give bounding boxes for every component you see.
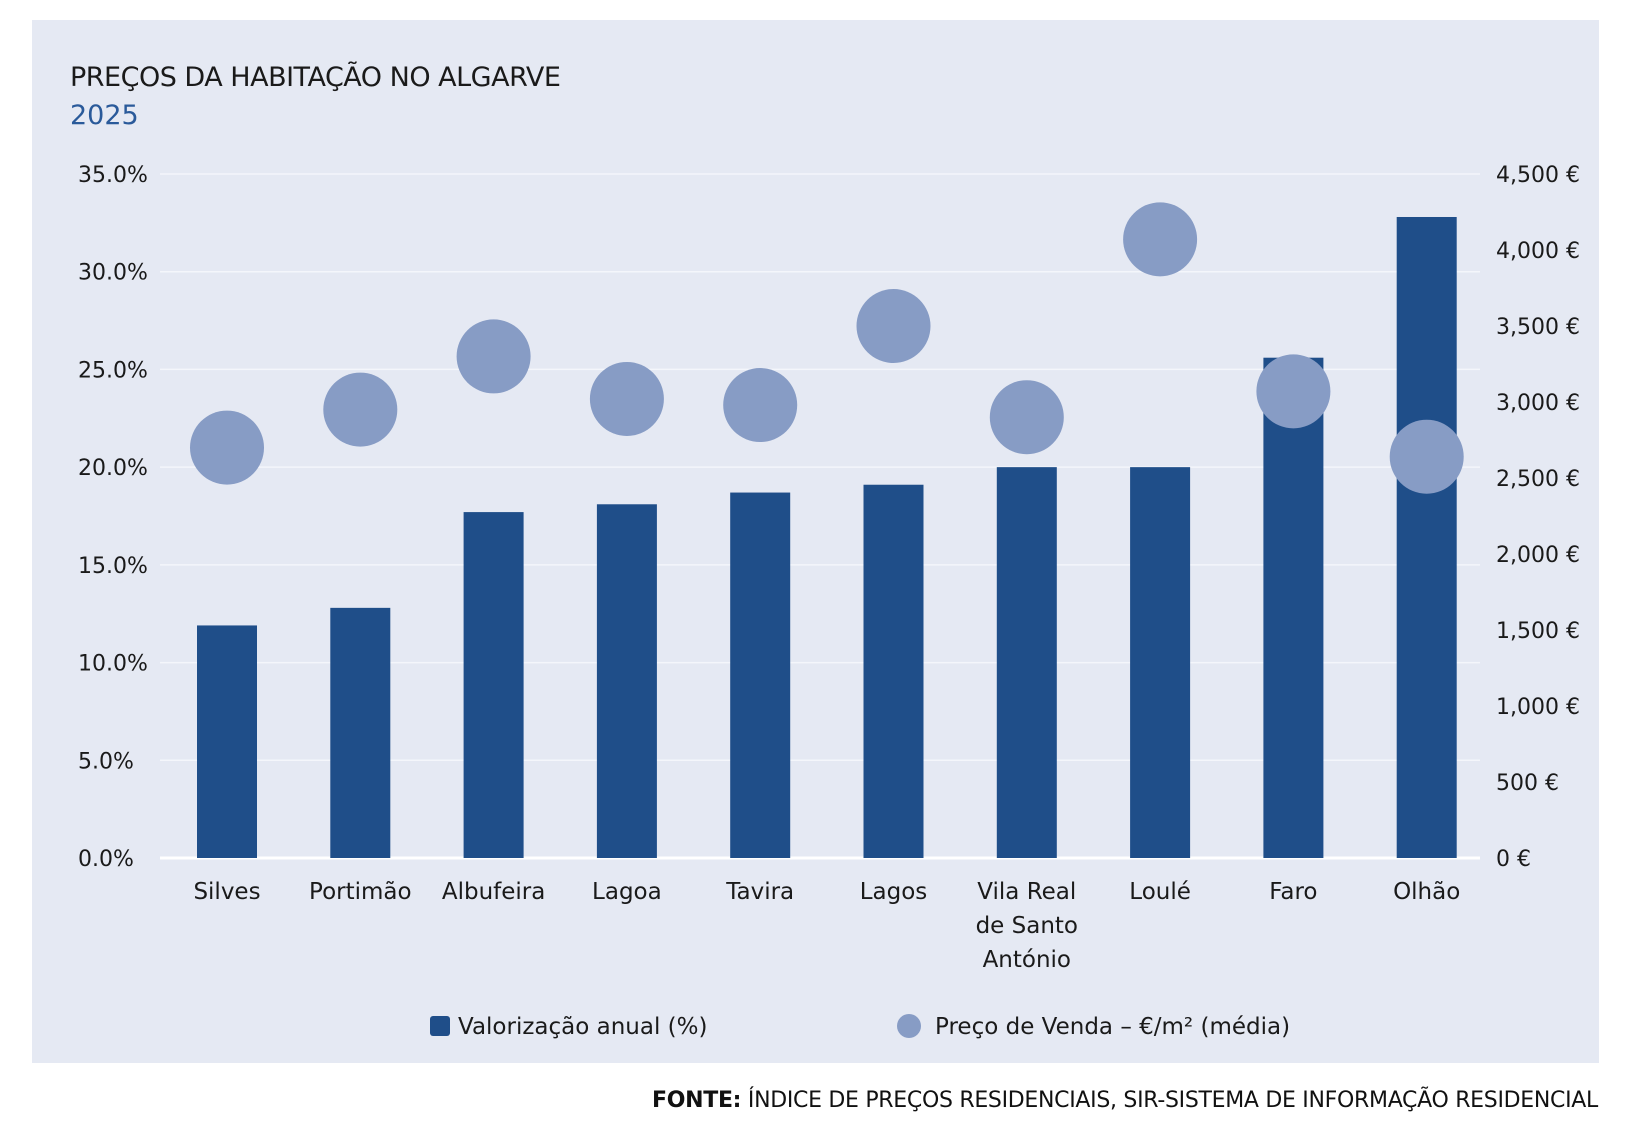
- x-tick-label: Faro: [1269, 879, 1317, 905]
- x-tick-label: Vila Real: [977, 879, 1076, 905]
- x-tick-label: de Santo: [976, 913, 1078, 939]
- y-right-tick-label: 3,500 €: [1496, 315, 1580, 340]
- y-left-tick-label: 25.0%: [78, 358, 148, 383]
- source-text: ÍNDICE DE PREÇOS RESIDENCIAIS, SIR-SISTE…: [741, 1088, 1598, 1113]
- x-tick-label: Lagoa: [592, 879, 662, 905]
- bar-7: [996, 467, 1057, 858]
- x-tick-label: António: [983, 947, 1071, 973]
- bar-5: [730, 492, 791, 858]
- y-left-tick-label: 10.0%: [78, 652, 148, 677]
- x-tick-label: Silves: [193, 879, 260, 905]
- x-tick-label: Loulé: [1129, 879, 1191, 905]
- y-right-tick-label: 4,500 €: [1496, 163, 1580, 188]
- y-left-tick-label: 15.0%: [78, 554, 148, 579]
- x-tick-label: Olhão: [1393, 879, 1460, 905]
- x-tick-label: Tavira: [725, 879, 794, 905]
- source-note: FONTE: ÍNDICE DE PREÇOS RESIDENCIAIS, SI…: [652, 1088, 1598, 1113]
- chart-panel: [32, 20, 1599, 1063]
- dot-6: [856, 289, 931, 363]
- bar-4: [596, 504, 657, 858]
- x-tick-label: Albufeira: [442, 879, 546, 905]
- dot-7: [989, 380, 1064, 455]
- y-left-tick-label: 20.0%: [78, 456, 148, 481]
- x-tick-label: Portimão: [309, 879, 412, 905]
- bar-8: [1130, 467, 1191, 858]
- y-right-tick-label: 0 €: [1496, 847, 1531, 872]
- y-right-tick-label: 2,500 €: [1496, 467, 1580, 492]
- dot-4: [589, 361, 664, 436]
- legend-bar-swatch: [430, 1016, 450, 1036]
- y-left-tick-label: 35.0%: [78, 163, 148, 188]
- bar-10: [1396, 216, 1457, 859]
- bar-2: [330, 607, 391, 858]
- bar-6: [863, 484, 924, 858]
- dot-1: [190, 410, 264, 485]
- y-right-tick-label: 2,000 €: [1496, 543, 1580, 568]
- y-right-tick-label: 3,000 €: [1496, 391, 1580, 416]
- y-left-tick-label: 0.0%: [78, 847, 134, 872]
- y-right-tick-label: 1,000 €: [1496, 695, 1580, 720]
- x-tick-label: Lagos: [860, 879, 928, 905]
- dot-9: [1256, 354, 1331, 429]
- y-right-tick-label: 500 €: [1496, 771, 1559, 796]
- y-right-tick-label: 1,500 €: [1496, 619, 1580, 644]
- dot-2: [323, 372, 398, 447]
- bar-3: [463, 512, 524, 858]
- legend-dot-swatch: [897, 1014, 921, 1038]
- bar-1: [197, 625, 257, 858]
- y-left-tick-label: 30.0%: [78, 261, 148, 286]
- bar-9: [1263, 357, 1324, 858]
- dot-8: [1123, 202, 1198, 277]
- dot-5: [723, 368, 798, 443]
- dot-10: [1389, 419, 1464, 494]
- chart-title: PREÇOS DA HABITAÇÃO NO ALGARVE: [70, 62, 561, 93]
- y-left-tick-label: 5.0%: [78, 749, 134, 774]
- source-label: FONTE:: [652, 1088, 742, 1113]
- dot-3: [456, 319, 531, 394]
- legend-bar-label: Valorização anual (%): [458, 1014, 708, 1040]
- chart-subtitle: 2025: [70, 100, 139, 131]
- legend-dot-label: Preço de Venda – €/m² (média): [935, 1014, 1290, 1040]
- y-right-tick-label: 4,000 €: [1496, 239, 1580, 264]
